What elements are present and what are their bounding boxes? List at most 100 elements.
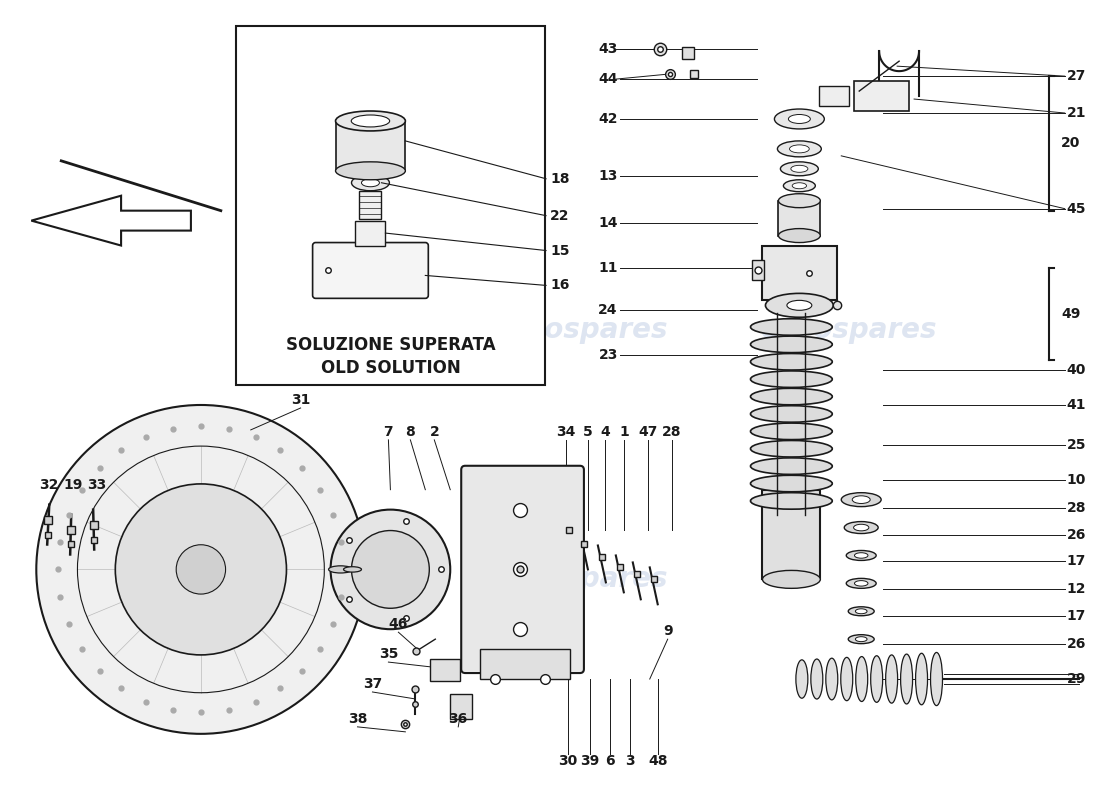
Bar [355,221,385,246]
Ellipse shape [750,388,833,405]
Ellipse shape [779,194,821,208]
Text: 33: 33 [88,478,107,492]
Text: 1: 1 [619,425,629,439]
Text: OLD SOLUTION: OLD SOLUTION [320,359,460,377]
Text: 26: 26 [1067,637,1086,651]
Ellipse shape [336,111,406,131]
Text: 30: 30 [559,754,578,768]
Ellipse shape [750,318,833,335]
Text: 4: 4 [600,425,609,439]
Text: 5: 5 [583,425,593,439]
Ellipse shape [848,606,874,616]
Text: 36: 36 [449,712,468,726]
Text: 31: 31 [290,393,310,407]
Bar [336,121,406,170]
Text: 9: 9 [663,624,672,638]
Text: 11: 11 [598,262,618,275]
Ellipse shape [774,109,824,129]
Circle shape [331,510,450,630]
Text: 19: 19 [64,478,82,492]
Text: 37: 37 [363,677,382,691]
Ellipse shape [855,553,868,558]
Text: 38: 38 [348,712,367,726]
Bar [430,659,460,681]
Ellipse shape [871,656,882,702]
Ellipse shape [750,423,833,440]
Ellipse shape [840,658,852,701]
Ellipse shape [856,657,868,702]
Circle shape [36,405,365,734]
Ellipse shape [343,566,362,572]
Text: 23: 23 [598,348,618,362]
Bar [235,26,544,385]
Ellipse shape [792,182,806,189]
Text: 18: 18 [550,172,570,186]
Text: 10: 10 [1067,473,1086,486]
FancyBboxPatch shape [461,466,584,673]
Ellipse shape [750,441,833,457]
Text: eurospares: eurospares [761,316,937,344]
Text: 39: 39 [581,754,600,768]
Ellipse shape [778,141,822,157]
Bar [481,649,570,679]
Ellipse shape [856,637,867,642]
Ellipse shape [762,570,821,588]
Text: 40: 40 [1067,363,1086,377]
Ellipse shape [362,178,380,186]
Text: 29: 29 [1067,672,1086,686]
Ellipse shape [786,300,812,310]
Text: 2: 2 [429,425,439,439]
Ellipse shape [842,493,881,506]
Circle shape [176,545,226,594]
Text: 26: 26 [1067,527,1086,542]
Ellipse shape [750,371,833,387]
Ellipse shape [915,654,927,705]
Text: 12: 12 [1067,582,1086,596]
Circle shape [352,530,429,608]
Text: 42: 42 [598,112,618,126]
Circle shape [116,484,286,655]
Text: 35: 35 [378,647,398,661]
Text: 43: 43 [598,42,618,56]
Ellipse shape [886,655,898,703]
Ellipse shape [329,566,352,573]
Text: 48: 48 [648,754,668,768]
Bar [450,694,472,719]
Ellipse shape [352,174,389,190]
Ellipse shape [931,653,943,706]
Text: 49: 49 [1062,307,1080,322]
Text: 13: 13 [598,169,618,182]
Ellipse shape [783,180,815,192]
Ellipse shape [750,458,833,474]
Ellipse shape [750,493,833,509]
Text: eurospares: eurospares [113,456,288,484]
Ellipse shape [811,659,823,699]
Ellipse shape [901,654,913,704]
Text: 22: 22 [550,209,570,222]
Ellipse shape [826,658,838,700]
Text: 16: 16 [550,278,570,292]
Text: eurospares: eurospares [492,316,668,344]
Bar [360,190,382,218]
Text: 17: 17 [1067,554,1086,569]
Text: 24: 24 [598,303,618,318]
Text: 44: 44 [598,72,618,86]
Text: 6: 6 [605,754,615,768]
FancyBboxPatch shape [312,242,428,298]
Ellipse shape [796,660,807,698]
Ellipse shape [856,609,867,614]
Bar [855,81,909,111]
Ellipse shape [750,475,833,492]
Ellipse shape [790,145,810,153]
Ellipse shape [750,354,833,370]
Ellipse shape [846,550,877,561]
Bar [820,86,849,106]
Text: 7: 7 [384,425,393,439]
Text: 15: 15 [550,243,570,258]
Text: 8: 8 [406,425,415,439]
Ellipse shape [845,522,878,534]
Text: 47: 47 [638,425,658,439]
Text: 25: 25 [1067,438,1086,452]
Ellipse shape [351,115,389,127]
Text: 3: 3 [625,754,635,768]
